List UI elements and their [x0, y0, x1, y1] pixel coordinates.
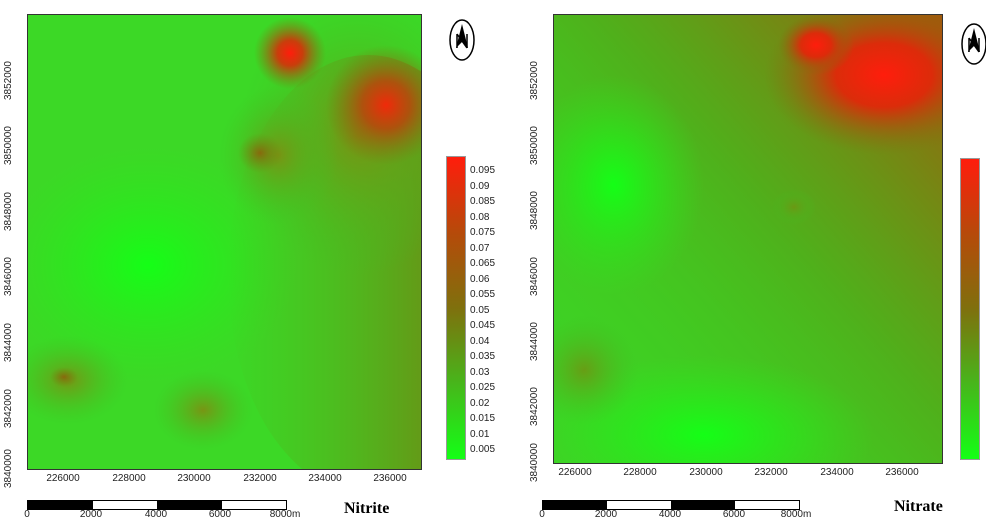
nitrite-panel: 3852000 3850000 3848000 3846000 3844000 …	[0, 0, 495, 520]
nitrite-legend-label: 0.04	[470, 336, 490, 347]
nitrite-legend-label: 0.08	[470, 212, 490, 223]
nitrate-y-tick: 3846000	[529, 257, 540, 296]
nitrite-y-tick: 3848000	[3, 192, 14, 231]
nitrite-legend-label: 0.035	[470, 351, 496, 362]
nitrite-legend-label: 0.045	[470, 320, 496, 331]
nitrate-y-tick: 3852000	[529, 61, 540, 100]
nitrite-legend-label: 0.01	[470, 429, 490, 440]
nitrate-x-tick: 232000	[754, 467, 788, 478]
nitrate-scale-label: 0	[539, 509, 545, 520]
nitrate-x-tick: 228000	[623, 467, 657, 478]
nitrite-legend-label: 0.015	[470, 413, 496, 424]
nitrate-scale-label: 6000	[722, 509, 746, 520]
nitrite-x-tick: 232000	[243, 473, 277, 484]
nitrate-y-tick: 3840000	[529, 443, 540, 482]
nitrite-legend-label: 0.075	[470, 227, 496, 238]
nitrate-y-tick: 3844000	[529, 322, 540, 361]
nitrite-x-tick: 236000	[373, 473, 407, 484]
nitrite-y-tick: 3840000	[3, 449, 14, 488]
nitrite-legend-label: 0.055	[470, 289, 496, 300]
nitrite-scale-label: 8000m	[269, 509, 301, 520]
nitrite-y-tick: 3850000	[3, 126, 14, 165]
nitrite-y-tick: 3846000	[3, 257, 14, 296]
nitrate-x-tick: 236000	[885, 467, 919, 478]
nitrate-scale-bar	[542, 500, 800, 510]
nitrite-legend-label: 0.09	[470, 181, 490, 192]
nitrite-map	[27, 14, 422, 470]
nitrite-legend-label: 0.005	[470, 444, 496, 455]
nitrite-legend-label: 0.07	[470, 243, 490, 254]
nitrate-map	[553, 14, 943, 464]
nitrite-x-tick: 234000	[308, 473, 342, 484]
nitrite-map-surface	[28, 15, 421, 469]
nitrite-legend-label: 0.06	[470, 274, 490, 285]
nitrite-x-tick: 230000	[177, 473, 211, 484]
nitrite-legend-label: 0.05	[470, 305, 490, 316]
nitrate-scale-label: 8000m	[780, 509, 812, 520]
nitrite-scale-label: 6000	[208, 509, 232, 520]
nitrite-scale-label: 0	[24, 509, 30, 520]
nitrate-title: Nitrate	[894, 498, 943, 515]
nitrite-y-tick: 3844000	[3, 323, 14, 362]
nitrite-y-tick: 3852000	[3, 61, 14, 100]
nitrite-scale-label: 4000	[144, 509, 168, 520]
nitrate-scale-label: 2000	[594, 509, 618, 520]
nitrate-x-tick: 226000	[558, 467, 592, 478]
nitrate-legend-bar	[960, 158, 980, 460]
nitrate-panel: 3852000 3850000 3848000 3846000 3844000 …	[496, 0, 986, 520]
nitrite-legend-bar	[446, 156, 466, 460]
nitrate-y-tick: 3848000	[529, 191, 540, 230]
nitrite-legend-label: 0.03	[470, 367, 490, 378]
nitrate-y-tick: 3850000	[529, 126, 540, 165]
nitrate-y-tick: 3842000	[529, 387, 540, 426]
nitrite-legend-label: 0.025	[470, 382, 496, 393]
nitrate-map-surface	[554, 15, 942, 463]
nitrite-legend-label: 0.065	[470, 258, 496, 269]
nitrite-scale-label: 2000	[79, 509, 103, 520]
nitrite-legend-label: 0.095	[470, 165, 496, 176]
nitrate-x-tick: 230000	[689, 467, 723, 478]
nitrate-scale-label: 4000	[658, 509, 682, 520]
north-arrow-icon	[449, 19, 475, 61]
nitrite-legend-label: 0.085	[470, 196, 496, 207]
nitrite-x-tick: 226000	[46, 473, 80, 484]
nitrate-x-tick: 234000	[820, 467, 854, 478]
north-arrow-icon	[961, 23, 986, 65]
nitrite-y-tick: 3842000	[3, 389, 14, 428]
nitrite-scale-bar	[27, 500, 287, 510]
nitrite-title: Nitrite	[344, 500, 390, 517]
nitrite-legend-label: 0.02	[470, 398, 490, 409]
nitrite-x-tick: 228000	[112, 473, 146, 484]
